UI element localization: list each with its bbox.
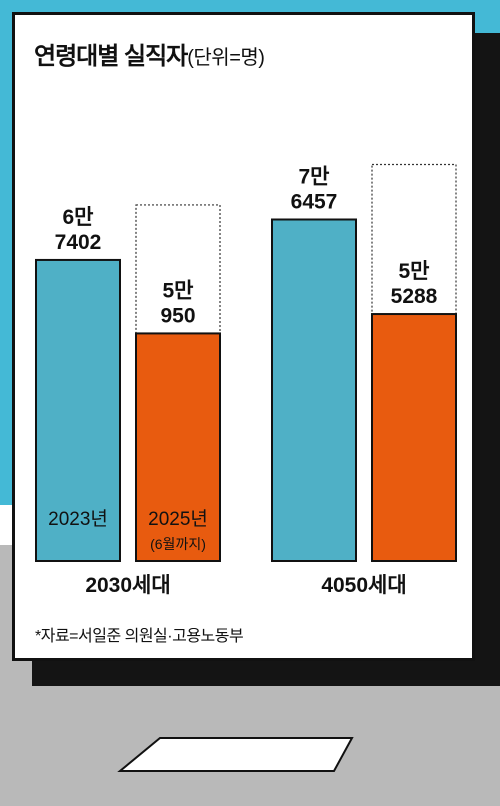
series-note: (6월까지) xyxy=(150,536,206,552)
value-label: 5만 xyxy=(163,279,194,302)
value-label: 5288 xyxy=(391,285,438,308)
series-label: 2025년 xyxy=(148,508,208,530)
value-label: 950 xyxy=(160,304,195,327)
value-label: 5만 xyxy=(399,260,430,283)
bar-2023년-4050세대 xyxy=(271,218,357,562)
value-label: 7402 xyxy=(55,231,102,254)
title-unit: (단위=명) xyxy=(187,47,265,69)
bar-2025년-4050세대 xyxy=(371,313,457,562)
title-main: 연령대별 실직자 xyxy=(34,43,188,70)
reference-outline-1 xyxy=(135,204,221,335)
series-label: 2023년 xyxy=(48,508,108,530)
reference-outline-2 xyxy=(371,163,457,315)
chart-title: 연령대별 실직자(단위=명) xyxy=(34,36,265,71)
value-label: 6457 xyxy=(291,190,338,213)
category-label: 2030세대 xyxy=(85,574,170,597)
value-label: 7만 xyxy=(299,165,330,188)
bar-2023년-2030세대 xyxy=(35,258,121,562)
bar-2025년-2030세대 xyxy=(135,332,221,562)
category-label: 4050세대 xyxy=(321,574,406,597)
source-note: *자료=서일준 의원실·고용노동부 xyxy=(35,628,244,645)
value-label: 6만 xyxy=(63,206,94,229)
